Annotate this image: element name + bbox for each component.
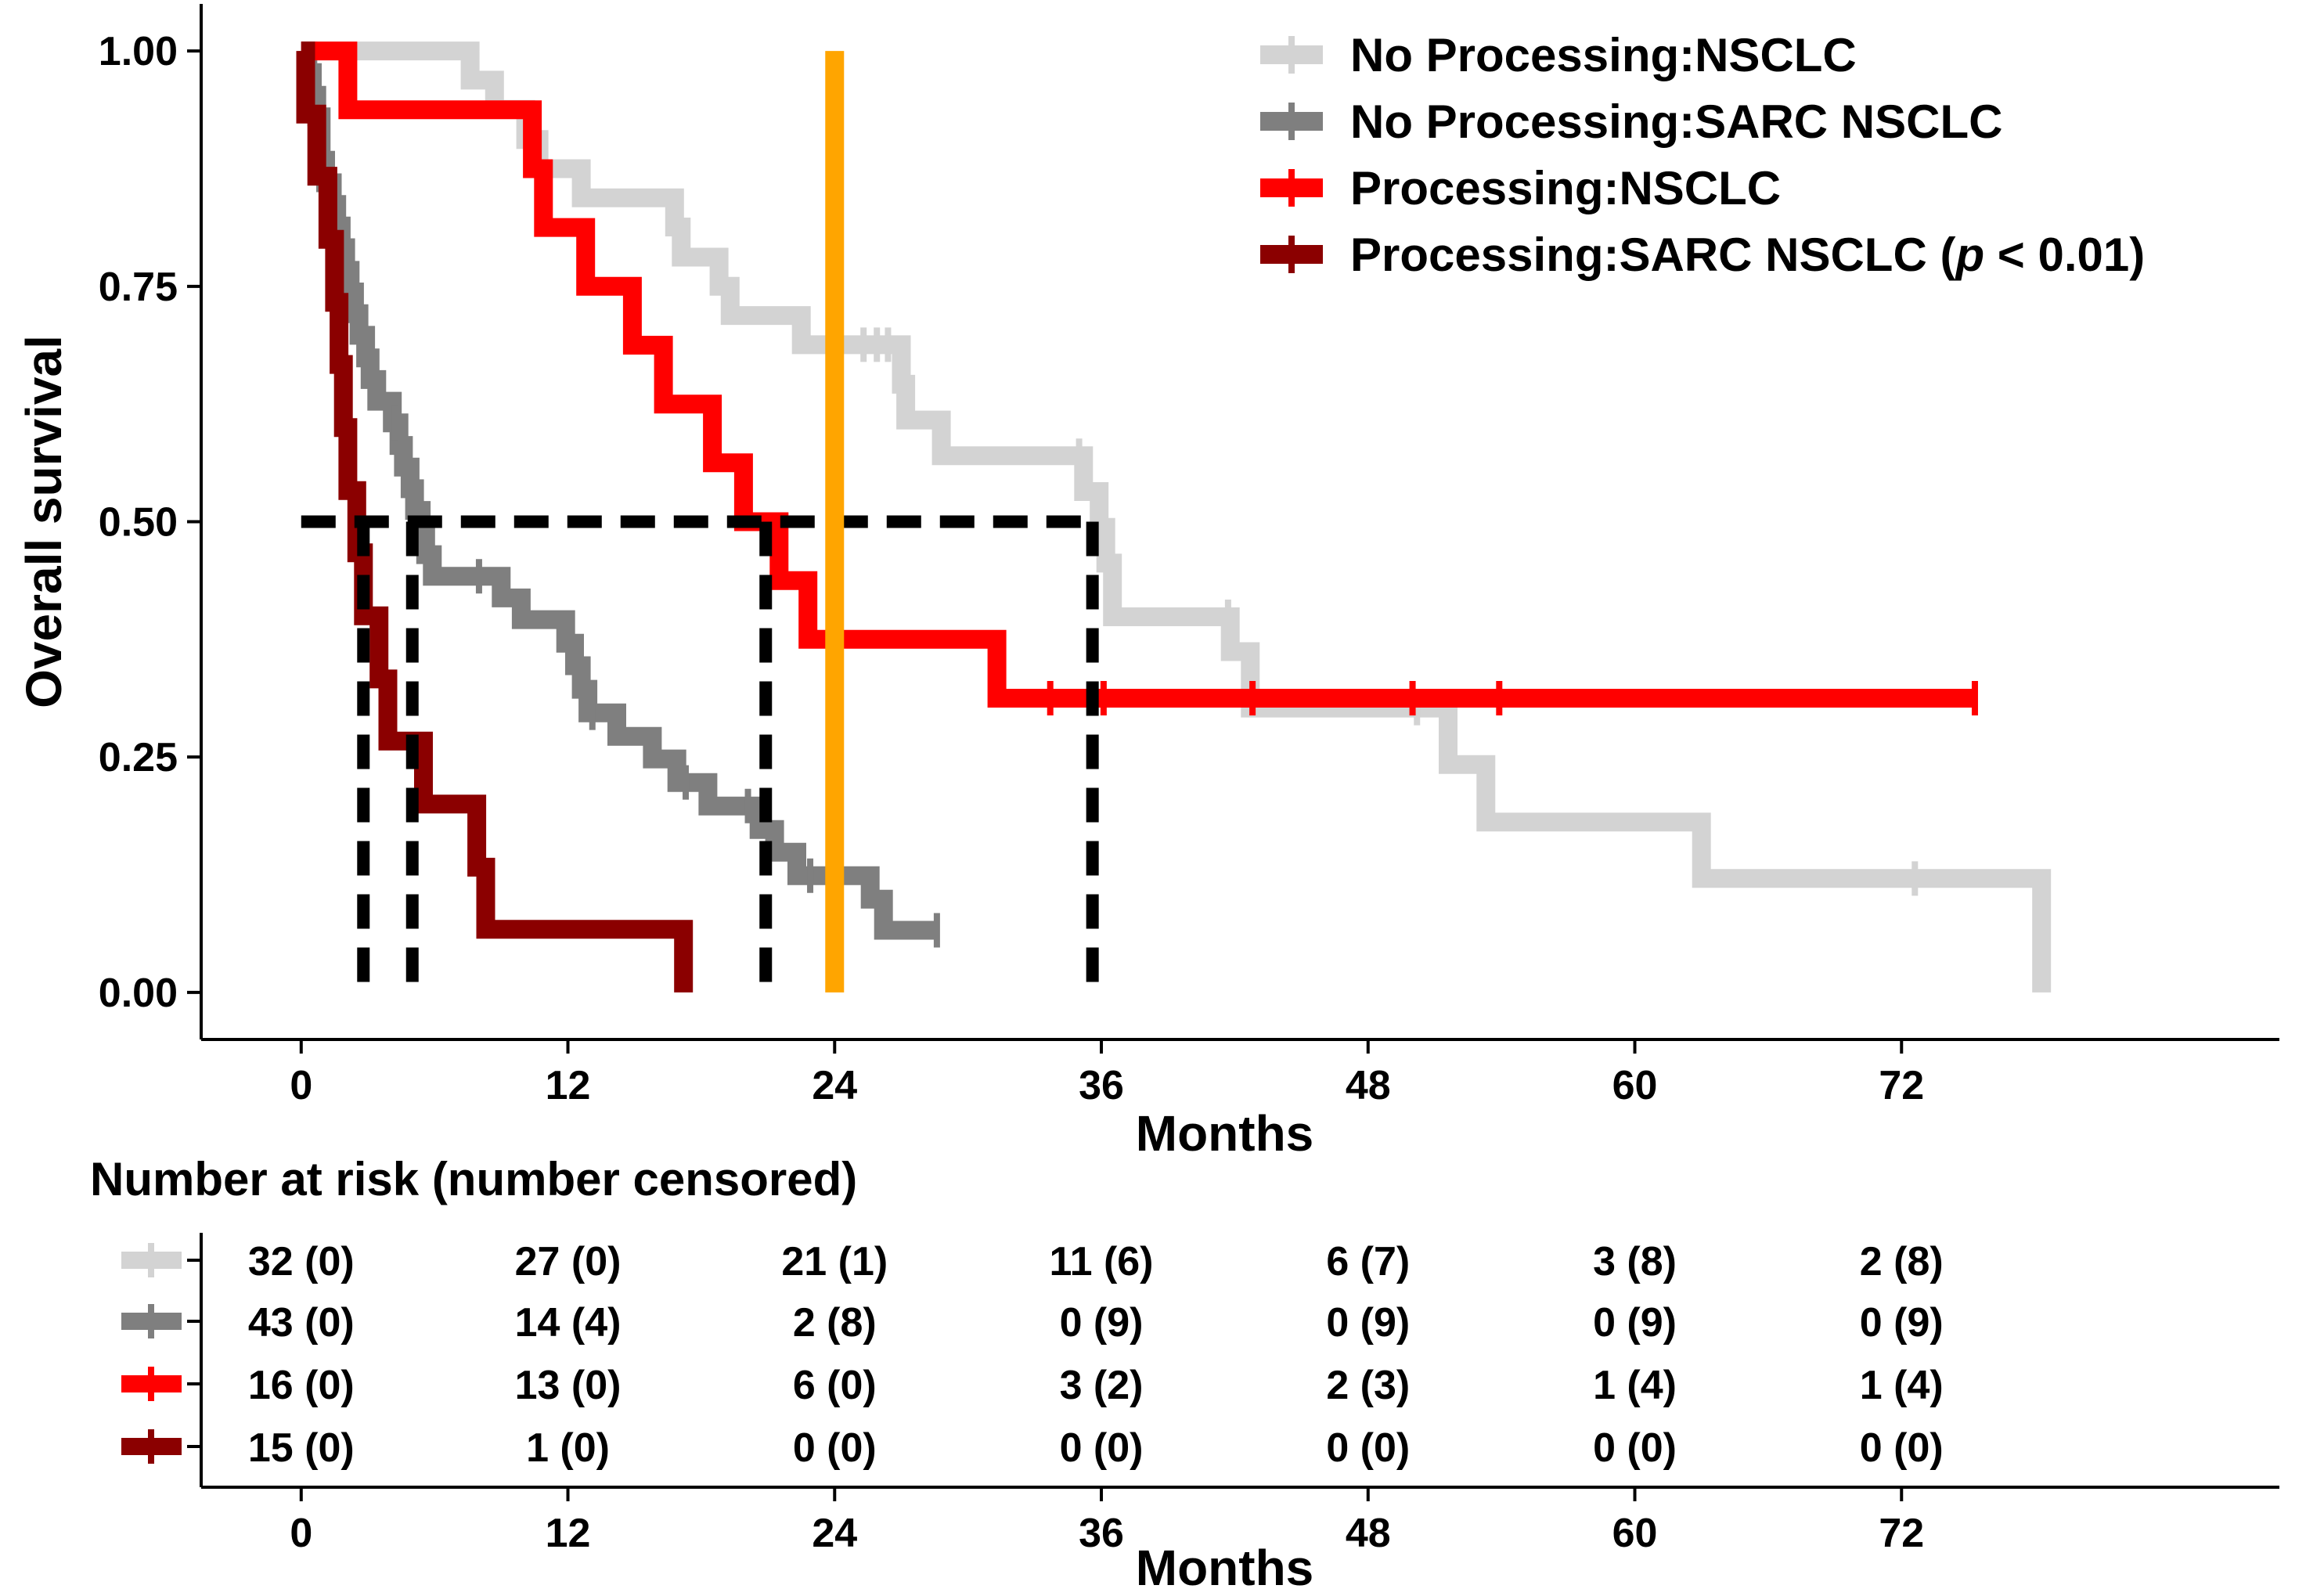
legend-label: Processing:SARC NSCLC (p < 0.01) [1350,229,2145,281]
legend-label: Processing:NSCLC [1350,162,1781,214]
x-tick-label: 60 [1612,1063,1658,1108]
risk-table-cell: 43 (0) [248,1300,355,1346]
y-tick-label: 0.75 [99,265,178,310]
risk-x-tick-label: 24 [812,1511,857,1556]
x-tick-label: 72 [1879,1063,1924,1108]
risk-table-cell: 2 (3) [1326,1363,1410,1408]
risk-table-cell: 0 (9) [1060,1300,1144,1346]
risk-table-cell: 3 (2) [1060,1363,1144,1408]
legend: No Processing:NSCLC No Processing:SARC NS… [1260,29,2145,281]
plot-axes: 0.00 0.25 0.50 0.75 1.00 0 12 24 36 48 60 72 Months O… [16,4,2279,1162]
y-axis-title: Overall survival [16,335,72,708]
risk-table-cell: 0 (9) [1593,1300,1677,1346]
x-tick-label: 36 [1079,1063,1124,1108]
risk-x-tick-label: 12 [546,1511,591,1556]
risk-x-axis-title: Months [1136,1540,1314,1596]
km-curve-3 [296,41,694,993]
plot-lines [296,41,2052,993]
risk-table-cell: 0 (0) [1326,1425,1410,1471]
risk-table-cell: 14 (4) [515,1300,622,1346]
y-tick-label: 0.00 [99,971,178,1016]
risk-table-cell: 0 (9) [1326,1300,1410,1346]
risk-table-cell: 6 (7) [1326,1239,1410,1284]
risk-x-tick-label: 0 [290,1511,312,1556]
risk-table-cell: 6 (0) [793,1363,877,1408]
risk-table-cell: 0 (0) [793,1425,877,1471]
risk-table-cell: 1 (4) [1860,1363,1944,1408]
risk-table-cell: 0 (0) [1060,1425,1144,1471]
y-tick-label: 0.25 [99,735,178,780]
risk-table-title: Number at risk (number censored) [90,1153,857,1205]
risk-x-tick-label: 36 [1079,1511,1124,1556]
risk-table-cell: 15 (0) [248,1425,355,1471]
risk-table-cell: 27 (0) [515,1239,622,1284]
risk-table-cell: 0 (9) [1860,1300,1944,1346]
y-tick-label: 1.00 [99,29,178,74]
risk-table-cell: 2 (8) [1860,1239,1944,1284]
risk-table-cell: 21 (1) [781,1239,888,1284]
risk-table-cell: 11 (6) [1050,1239,1154,1284]
risk-table-cell: 0 (0) [1593,1425,1677,1471]
x-tick-label: 48 [1346,1063,1391,1108]
x-tick-label: 24 [812,1063,857,1108]
y-tick-label: 0.50 [99,500,178,546]
risk-table: Number at risk (number censored) 32 (0) 27… [90,1153,2279,1596]
risk-table-cell: 1 (0) [526,1425,610,1471]
km-curve-2 [301,41,1975,708]
risk-table-cell: 2 (8) [793,1300,877,1346]
risk-table-cell: 16 (0) [248,1363,355,1408]
risk-table-cell: 0 (0) [1860,1425,1944,1471]
risk-table-cell: 13 (0) [515,1363,622,1408]
risk-table-cell: 1 (4) [1593,1363,1677,1408]
x-axis-title: Months [1136,1105,1314,1162]
risk-x-tick-label: 72 [1879,1511,1924,1556]
x-tick-label: 12 [546,1063,591,1108]
x-tick-label: 0 [290,1063,312,1108]
risk-table-cell: 3 (8) [1593,1239,1677,1284]
risk-x-tick-label: 60 [1612,1511,1658,1556]
risk-table-cell: 32 (0) [248,1239,355,1284]
legend-label: No Processing:NSCLC [1350,29,1857,81]
legend-label: No Processing:SARC NSCLC [1350,95,2002,148]
risk-x-tick-label: 48 [1346,1511,1391,1556]
